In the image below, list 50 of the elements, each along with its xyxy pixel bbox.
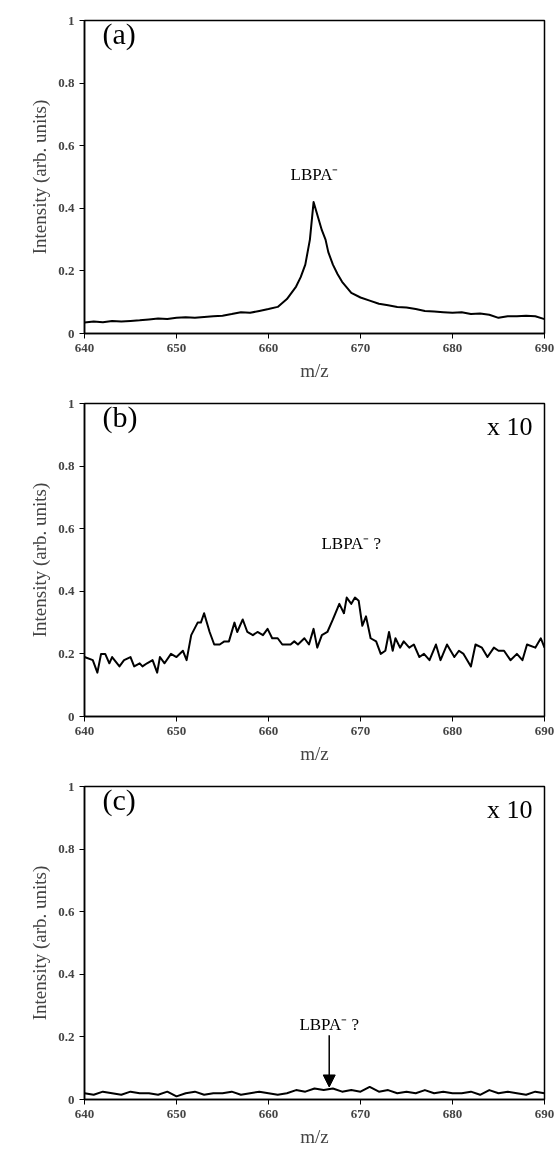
- annotation: LBPA⁻: [290, 165, 339, 185]
- x-tick-label: 650: [166, 339, 187, 355]
- x-tick-label: 670: [350, 339, 371, 355]
- y-tick-label: 0.8: [58, 841, 75, 857]
- annotation: (c): [102, 783, 136, 817]
- y-tick-label: 0.6: [58, 137, 75, 153]
- y-tick-label: 0.6: [58, 520, 75, 536]
- y-tick-label: 0.2: [58, 262, 75, 278]
- y-tick-label: 0.4: [58, 966, 75, 982]
- x-tick-label: 660: [258, 722, 279, 738]
- y-tick-label: 0.2: [58, 645, 75, 661]
- y-tick-label: 1: [68, 395, 75, 411]
- x-axis-title: m/z: [300, 359, 329, 381]
- x-tick-label: 670: [350, 1105, 371, 1121]
- y-tick-label: 1: [68, 778, 75, 794]
- x-tick-label: 640: [74, 1105, 95, 1121]
- y-tick-label: 0: [68, 325, 75, 341]
- y-tick-label: 0.8: [58, 75, 75, 91]
- y-tick-label: 0.6: [58, 903, 75, 919]
- y-axis-title: Intensity (arb. units): [29, 482, 52, 638]
- x-axis-title: m/z: [300, 742, 329, 764]
- annotation: x 10: [487, 412, 533, 441]
- x-tick-label: 660: [258, 339, 279, 355]
- y-tick-label: 1: [68, 12, 75, 28]
- x-tick-label: 680: [442, 339, 463, 355]
- annotation: LBPA⁻ ?: [299, 1014, 360, 1034]
- x-tick-label: 640: [74, 339, 95, 355]
- x-tick-label: 650: [166, 1105, 187, 1121]
- annotation: (b): [102, 400, 138, 434]
- x-tick-label: 640: [74, 722, 95, 738]
- annotation: x 10: [487, 795, 533, 824]
- y-tick-label: 0: [68, 1091, 75, 1107]
- x-tick-label: 680: [442, 722, 463, 738]
- annotation: (a): [102, 17, 136, 51]
- x-tick-label: 690: [534, 1105, 555, 1121]
- x-tick-label: 690: [534, 722, 555, 738]
- y-axis-title: Intensity (arb. units): [29, 865, 52, 1021]
- y-tick-label: 0.8: [58, 458, 75, 474]
- x-tick-label: 670: [350, 722, 371, 738]
- x-tick-label: 680: [442, 1105, 463, 1121]
- y-tick-label: 0: [68, 708, 75, 724]
- y-axis-title: Intensity (arb. units): [29, 99, 52, 255]
- y-tick-label: 0.4: [58, 583, 75, 599]
- x-tick-label: 650: [166, 722, 187, 738]
- y-tick-label: 0.2: [58, 1028, 75, 1044]
- x-tick-label: 660: [258, 1105, 279, 1121]
- x-axis-title: m/z: [300, 1125, 329, 1147]
- x-tick-label: 690: [534, 339, 555, 355]
- annotation: LBPA⁻ ?: [321, 533, 382, 553]
- y-tick-label: 0.4: [58, 200, 75, 216]
